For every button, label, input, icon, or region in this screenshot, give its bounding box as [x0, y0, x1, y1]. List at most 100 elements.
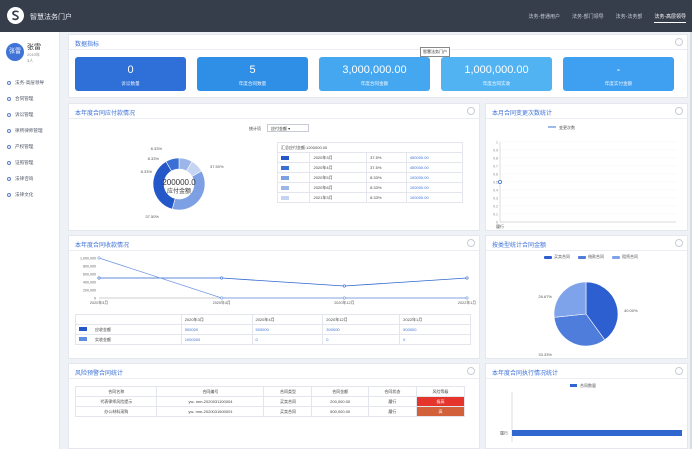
payable-total: 汇总应付金额:1200000.00: [277, 142, 463, 153]
sidebar-item[interactable]: 合同管理: [0, 91, 60, 107]
menu-dot-icon: [7, 193, 11, 197]
legend-item[interactable]: 买卖合同: [544, 254, 570, 260]
receipts-panel: 本年度合同收款情况 1,000,000 800,000 600,000 400,000…: [68, 235, 480, 359]
help-icon[interactable]: [675, 38, 683, 46]
legend-item[interactable]: 租赁合同: [612, 254, 638, 260]
header-cell: 2020年4月: [251, 314, 324, 325]
amount-cell[interactable]: 450000.00: [405, 162, 464, 173]
pie-pct-label: 40.00%: [624, 308, 638, 313]
top-nav-item[interactable]: 法务-法务部: [615, 14, 643, 20]
legend-label: 合同数量: [580, 382, 596, 388]
avatar[interactable]: 张雷: [6, 43, 24, 61]
help-icon[interactable]: [467, 239, 475, 247]
y-tick-label: 400,000: [83, 281, 96, 285]
top-nav-item[interactable]: 法务-高层领导: [654, 13, 686, 23]
sidebar-item-label: 诉讼管理: [15, 112, 34, 117]
header-cell: 2020年12月: [322, 314, 401, 325]
pie-slice: [585, 281, 619, 341]
sidebar-item[interactable]: 法务-高层领导: [0, 75, 60, 91]
exec-panel: 本年度合同执行情况统计 合同数量 履行: [485, 363, 688, 449]
table-row: 2020年4月 37.5% 450000.00: [276, 162, 464, 173]
value-cell[interactable]: 0: [251, 334, 324, 345]
table-row[interactable]: 代表律师风险提示 yw- mm-2020031100004 买卖合同 200,000.…: [74, 396, 466, 407]
value-cell[interactable]: 500000: [399, 324, 471, 335]
amount-cell[interactable]: 100000.00: [405, 172, 464, 183]
risk-table: 合同名称 合同编号 合同类型 合同金额 合同状态 风险等级 代表律师风险提示 yw- mm-2…: [74, 386, 466, 417]
y-tick-label: 0.6: [493, 173, 498, 177]
sidebar-item[interactable]: 诉讼管理: [0, 107, 60, 123]
header-cell: [75, 314, 182, 325]
sidebar-menu: 法务-高层领导 合同管理诉讼管理律所律师管理产权管理证照管理法律咨询 法律文化: [0, 75, 60, 203]
value-cell[interactable]: 0: [322, 334, 401, 345]
help-icon[interactable]: [675, 107, 683, 115]
select-label: 统计项: [249, 126, 261, 131]
top-nav-item[interactable]: 法务-普通用户: [528, 14, 560, 20]
value-cell[interactable]: 0: [399, 334, 471, 345]
donut-pct-label: 37.50%: [210, 164, 224, 169]
sidebar-item[interactable]: 法律咨询: [0, 171, 60, 187]
stat-card[interactable]: 1,000,000.00 年度合同实收: [441, 57, 552, 91]
x-tick-label: 2020年4月: [213, 300, 231, 305]
table-row: 2020年5月 8.33% 100000.00: [276, 172, 464, 183]
stat-card[interactable]: 5 年度合同数量: [197, 57, 308, 91]
value-cell[interactable]: 500000: [180, 324, 253, 335]
page-scrollbar[interactable]: [690, 32, 692, 449]
top-nav-item[interactable]: 法务-部门领导: [571, 14, 604, 20]
pie-pct-label: 26.67%: [538, 294, 552, 299]
cell: 买卖合同: [263, 406, 313, 417]
x-tick-label: 履行: [496, 223, 504, 229]
stat-card[interactable]: 3,000,000.00 年度合同金额: [319, 57, 430, 91]
series-label-cell: 应收金额: [75, 324, 182, 335]
y-tick-label: 0.4: [493, 189, 498, 193]
table-row[interactable]: 办公材料采购 yw- mm-2020031600001 买卖合同 500,000.00…: [74, 406, 466, 417]
payable-title: 本年度合同应付款情况: [75, 111, 136, 117]
pct-cell: 8.33%: [366, 172, 407, 183]
stat-card[interactable]: 0 诉讼数量: [75, 57, 186, 91]
y-tick-label: 履行: [500, 430, 508, 436]
sidebar-item[interactable]: 产权管理: [0, 139, 60, 155]
payable-table: 汇总应付金额:1200000.00 2020年3月 37.5% 450000.00 20…: [276, 142, 464, 203]
help-icon[interactable]: [675, 239, 683, 247]
sidebar-item-label: 产权管理: [15, 144, 34, 149]
pie-slice: [553, 281, 587, 318]
amount-cell[interactable]: 100000.00: [405, 192, 464, 203]
bar: [512, 430, 682, 436]
stat-card[interactable]: - 年度实付金额: [563, 57, 674, 91]
y-tick-label: 0.1: [493, 213, 498, 217]
risk-header-row: 合同名称 合同编号 合同类型 合同金额 合同状态 风险等级: [74, 386, 466, 397]
y-tick-label: 0: [94, 297, 96, 301]
stat-label: 诉讼数量: [121, 81, 140, 86]
legend-item[interactable]: 借款合同: [578, 254, 604, 260]
table-row: 2020年8月 8.33% 100000.00: [276, 182, 464, 193]
value-cell[interactable]: 300000: [322, 324, 401, 335]
month-cell: 2020年8月: [309, 182, 368, 193]
data-point: [465, 296, 469, 300]
stat-select[interactable]: 应付金额 ▾: [267, 124, 309, 132]
help-icon[interactable]: [467, 367, 475, 375]
value-cell[interactable]: 500000: [251, 324, 324, 335]
risk-panel: 风险预警合同统计 合同名称 合同编号 合同类型 合同金额 合同状态 风险等级 代表律师风险提…: [68, 363, 480, 449]
receipts-header-row: 2020年3月 2020年4月 2020年12月 2022年1月: [75, 314, 471, 325]
amount-cell[interactable]: 100000.00: [405, 182, 464, 193]
y-tick-label: 0.9: [493, 149, 498, 153]
table-row: 2020年3月 37.5% 450000.00: [276, 152, 464, 163]
series-label: 实收金额: [95, 336, 111, 342]
help-icon[interactable]: [675, 367, 683, 375]
color-swatch: [281, 175, 289, 180]
sidebar-item[interactable]: 证照管理: [0, 155, 60, 171]
cell: yw- mm-2020031600001: [156, 406, 265, 417]
bytype-panel: 按类型统计合同金额 买卖合同 借款合同 租赁合同 40.00% 26.67% 33.33…: [485, 235, 688, 359]
pct-cell: 37.5%: [366, 152, 407, 163]
risk-title: 风险预警合同统计: [75, 371, 124, 377]
value-cell[interactable]: 1000000: [180, 334, 253, 345]
sidebar-item-label: 证照管理: [15, 160, 34, 165]
data-point: [342, 284, 346, 288]
amount-cell[interactable]: 450000.00: [405, 152, 464, 163]
tooltip: 智慧法务门户: [420, 47, 450, 57]
header-cell: 合同金额: [311, 386, 369, 397]
sidebar-item[interactable]: 律所律师管理: [0, 123, 60, 139]
cell: 200,000.00: [311, 396, 369, 407]
help-icon[interactable]: [467, 107, 475, 115]
legend-label: 买卖合同: [554, 254, 570, 259]
sidebar-item[interactable]: 法律文化: [0, 187, 60, 203]
